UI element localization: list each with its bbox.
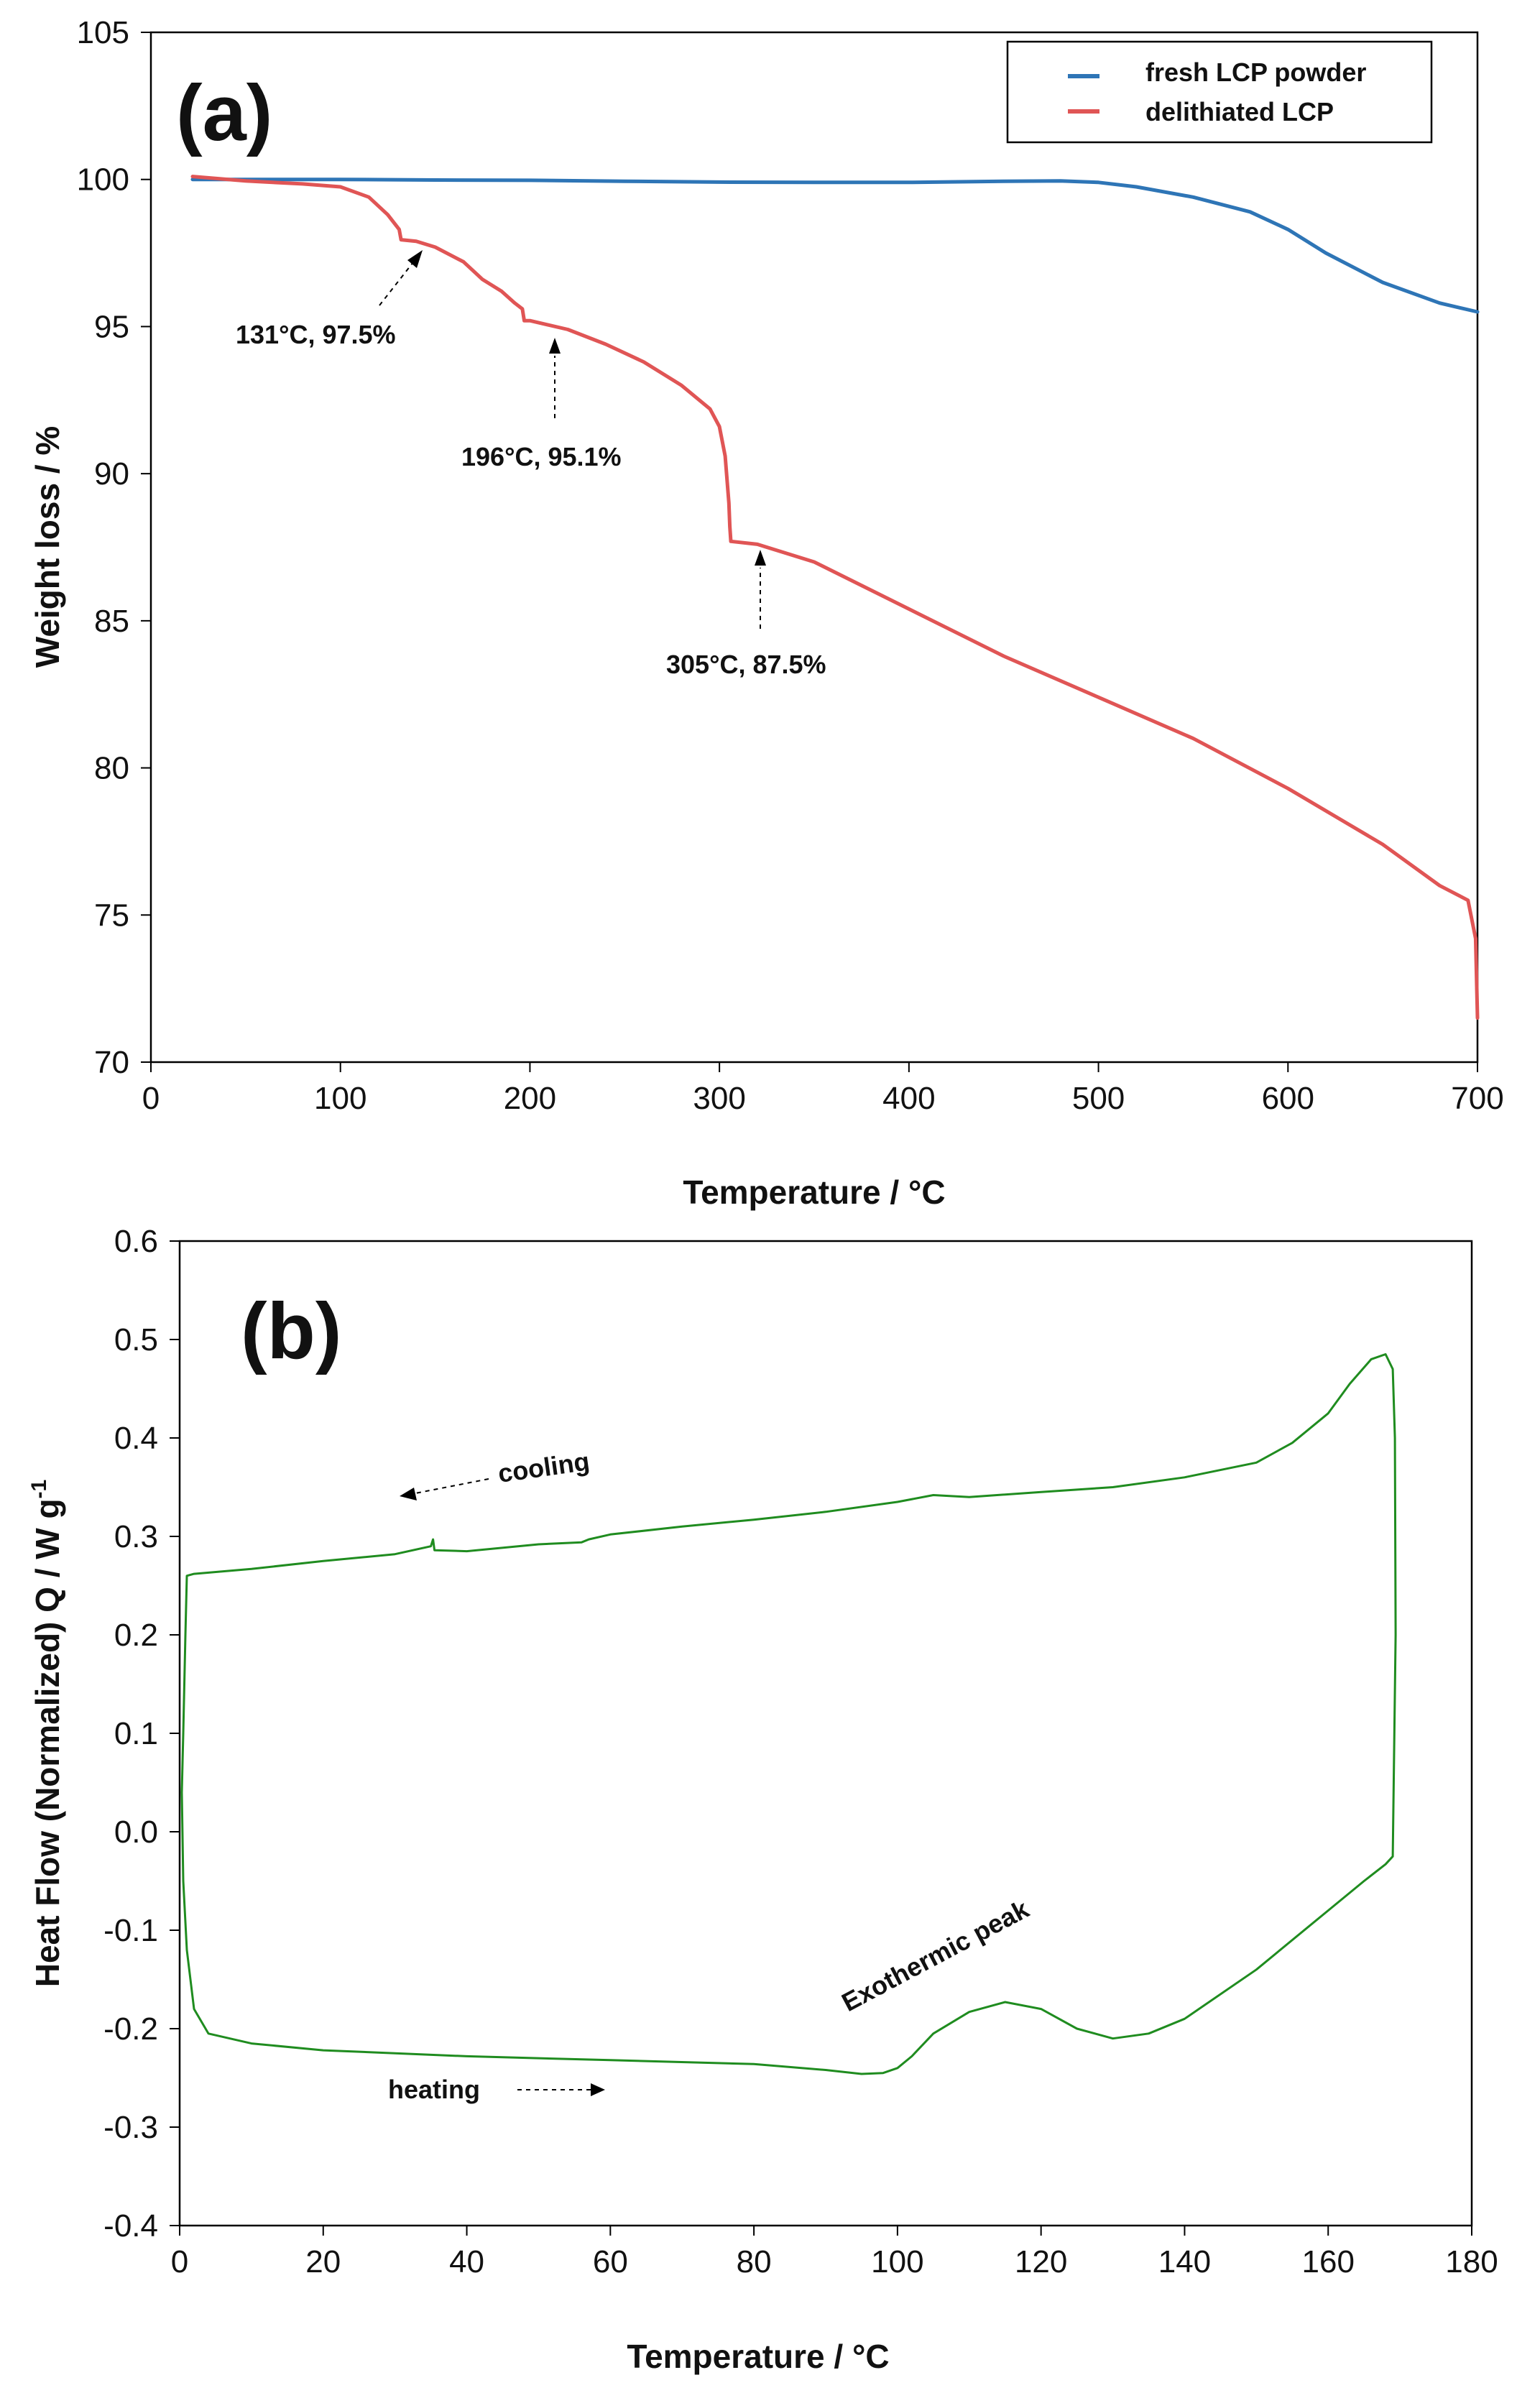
panel-b-x-tick-label: 100 [871,2244,923,2279]
panel-b-y-tick-label: 0.4 [114,1421,158,1456]
panel-b-y-tick-label: -0.1 [103,1913,158,1948]
panel-b-y-tick-label: 0.5 [114,1322,158,1357]
panel-b-x-tick-label: 80 [737,2244,772,2279]
panel-b-x-tick-label: 40 [449,2244,484,2279]
panel-a-x-tick-label: 400 [882,1081,935,1116]
heating-arrowhead [591,2083,605,2096]
panel-b-y-tick-label: -0.2 [103,2011,158,2047]
panel-a-y-tick-label: 70 [94,1045,129,1080]
panel-a-y-axis-label: Weight loss / % [29,426,66,668]
panel-b-plot-frame [178,1240,1473,2227]
panel-a-series-line-delithiated-lcp [190,175,1480,1020]
legend-box [1006,40,1433,144]
panel-a-x-tick-label: 500 [1072,1081,1125,1116]
panel-b-x-tick-label: 60 [593,2244,628,2279]
arrowhead-305 [755,550,766,566]
panel-a-x-tick-label: 0 [142,1081,160,1116]
panel-a-x-tick-label: 700 [1451,1081,1503,1116]
panel-b-y-tick-label: 0.1 [114,1716,158,1751]
panel-b-y-tick-label: 0.6 [114,1224,158,1259]
panel-b-x-tick-label: 180 [1445,2244,1498,2279]
panel-a-tga-chart: 0 100 200 300 400 500 600 700 70 75 80 85 90 95 100 10… [29,15,1504,1211]
panel-b-series [180,1353,1397,2075]
panel-a-y-tick-label: 90 [94,456,129,492]
panel-a-x-ticks: 0 100 200 300 400 500 600 700 [142,1062,1504,1116]
heating-label: heating [388,2075,480,2104]
cooling-arrowhead [400,1488,417,1500]
panel-a-arrowheads [407,250,766,566]
panel-b-x-tick-label: 0 [171,2244,188,2279]
panel-b-y-ticks: -0.4 -0.3 -0.2 -0.1 0.0 0.1 0.2 0.3 0.4 0.5 0.6 [103,1224,180,2244]
panel-a-series [190,175,1480,1020]
heating-annotation: heating [388,2075,605,2104]
panel-a-series-line-fresh-lcp-powder [190,177,1480,314]
arrowhead-196 [549,338,561,354]
panel-b-x-tick-label: 20 [305,2244,341,2279]
panel-a-x-tick-label: 300 [693,1081,745,1116]
arrow-131 [379,262,414,306]
panel-a-y-ticks: 70 75 80 85 90 95 100 105 [77,15,151,1080]
panel-a-x-tick-label: 600 [1262,1081,1314,1116]
panel-b-x-tick-label: 160 [1302,2244,1355,2279]
panel-b-y-tick-label: 0.3 [114,1519,158,1554]
panel-b-x-tick-label: 120 [1015,2244,1067,2279]
panel-a-legend: fresh LCP powder delithiated LCP [1006,40,1433,144]
legend-label-delithiated: delithiated LCP [1145,97,1334,126]
annotation-131: 131°C, 97.5% [236,320,396,349]
panel-b-y-axis-label: Heat Flow (Normalized) Q / W g-1 [27,1480,66,1988]
panel-b-y-tick-label: 0.0 [114,1815,158,1850]
panel-b-x-tick-label: 140 [1158,2244,1211,2279]
panel-a-plot-frame [149,31,1479,1064]
panel-a-y-tick-label: 75 [94,898,129,933]
panel-a-y-tick-label: 80 [94,751,129,786]
panel-b-y-axis-label-main: Heat Flow (Normalized) Q / W g [29,1498,66,1987]
panel-b-series-line-heat-flow-loop [180,1353,1397,2075]
panel-b-x-axis-label: Temperature / °C [627,2338,889,2375]
panel-a-y-tick-label: 105 [77,15,129,50]
panel-b-y-tick-label: 0.2 [114,1618,158,1653]
panel-a-x-axis-label: Temperature / °C [683,1174,945,1211]
panel-b-y-tick-label: -0.4 [103,2208,158,2244]
panel-b-y-tick-label: -0.3 [103,2110,158,2145]
panel-a-x-tick-label: 200 [504,1081,556,1116]
panel-a-label: (a) [176,69,272,157]
panel-a-y-tick-label: 95 [94,309,129,344]
annotation-196: 196°C, 95.1% [461,442,622,471]
panel-a-y-tick-label: 85 [94,604,129,639]
cooling-arrow-shaft [415,1478,489,1494]
panel-a-annotation-arrows [379,262,761,629]
legend-label-fresh: fresh LCP powder [1145,57,1366,87]
panel-b-dsc-chart: 0 20 40 60 80 100 120 140 160 180 -0.4-0.3-0.2-0.… [27,1224,1498,2375]
panel-a-x-tick-label: 100 [314,1081,366,1116]
panel-a-y-tick-label: 100 [77,162,129,198]
arrowhead-131 [407,250,423,268]
panel-b-y-axis-label-superscript: -1 [27,1480,51,1499]
panel-b-x-ticks: 0 20 40 60 80 100 120 140 160 180 [171,2226,1498,2279]
panel-b-label: (b) [241,1287,341,1375]
annotation-305: 305°C, 87.5% [666,650,826,679]
